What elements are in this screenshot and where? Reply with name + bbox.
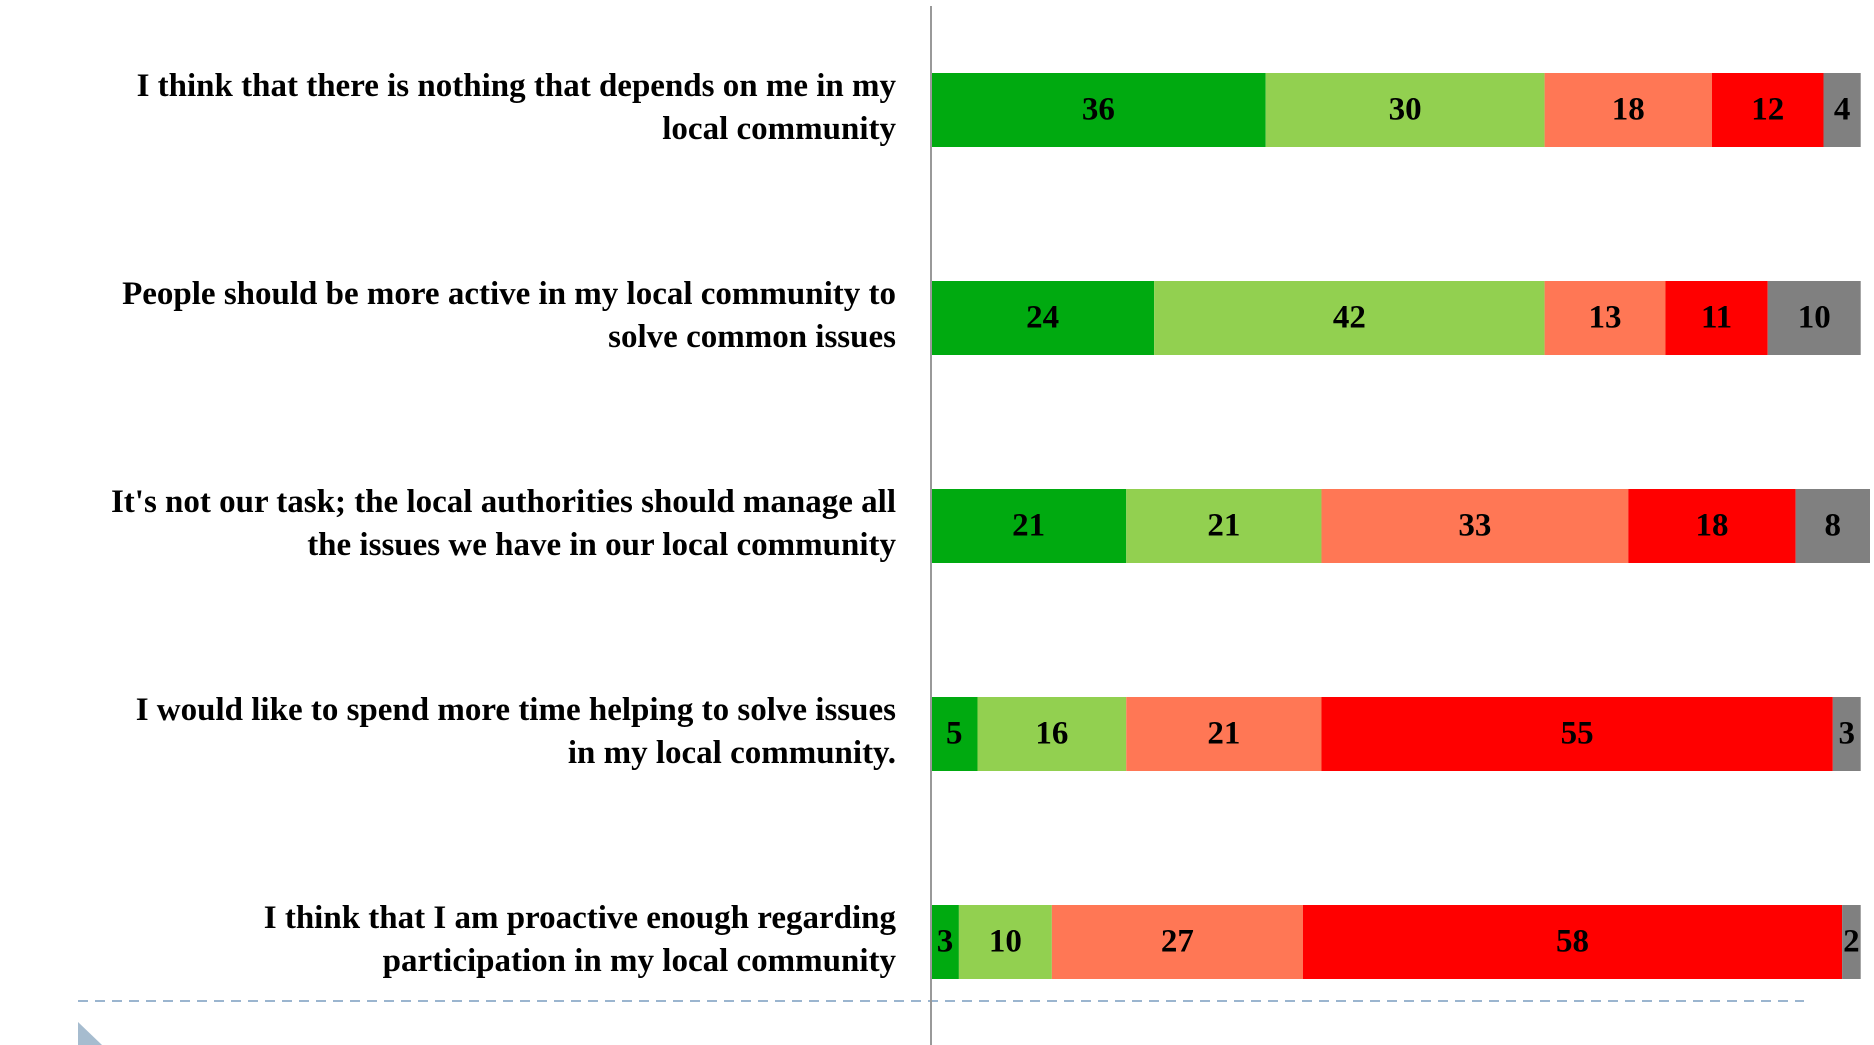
bar-segment — [931, 905, 959, 979]
value-label: 18 — [1695, 508, 1728, 544]
value-label: 30 — [1389, 92, 1422, 128]
value-label: 36 — [1082, 92, 1115, 128]
value-label: 13 — [1589, 300, 1622, 336]
bar-segment — [1051, 905, 1303, 979]
bar-segment — [1665, 281, 1768, 355]
bar-segment — [1832, 697, 1861, 771]
bar-segment — [1767, 281, 1861, 355]
value-label: 58 — [1556, 924, 1589, 960]
category-label: local community — [662, 111, 896, 147]
bar-segment — [1321, 697, 1833, 771]
bar-segment — [1302, 905, 1843, 979]
category-label: It's not our task; the local authorities… — [111, 484, 896, 520]
category-label: participation in my local community — [383, 943, 897, 979]
bar-segment — [931, 281, 1155, 355]
value-label: 12 — [1751, 92, 1784, 128]
plot: I think that there is nothing that depen… — [111, 68, 1870, 979]
value-label: 5 — [946, 716, 963, 752]
bar-segment — [1823, 73, 1861, 147]
category-label: I think that I am proactive enough regar… — [264, 900, 897, 936]
bar-segment — [931, 697, 978, 771]
bar-segment — [1544, 73, 1712, 147]
value-label: 11 — [1701, 300, 1732, 336]
value-label: 27 — [1161, 924, 1194, 960]
bar-segment — [1154, 281, 1545, 355]
value-label: 3 — [937, 924, 954, 960]
bar-segment — [931, 489, 1127, 563]
value-label: 10 — [989, 924, 1022, 960]
value-label: 21 — [1207, 508, 1240, 544]
bar-segment — [1544, 281, 1666, 355]
bar-segment — [958, 905, 1052, 979]
value-label: 16 — [1035, 716, 1068, 752]
value-label: 8 — [1825, 508, 1842, 544]
value-label: 10 — [1798, 300, 1831, 336]
category-label: I think that there is nothing that depen… — [137, 68, 897, 104]
value-label: 33 — [1458, 508, 1491, 544]
bar-segment — [1842, 905, 1861, 979]
category-label: People should be more active in my local… — [122, 276, 896, 312]
category-label: I would like to spend more time helping … — [136, 692, 896, 728]
bar-segment — [931, 73, 1266, 147]
value-label: 21 — [1207, 716, 1240, 752]
value-label: 21 — [1012, 508, 1045, 544]
category-label: in my local community. — [568, 735, 896, 771]
category-label: solve common issues — [608, 319, 896, 355]
bar-segment — [1711, 73, 1824, 147]
value-label: 24 — [1026, 300, 1059, 336]
bar-segment — [1321, 489, 1629, 563]
bar-segment — [977, 697, 1127, 771]
bar-segment — [1126, 489, 1322, 563]
value-label: 4 — [1834, 92, 1851, 128]
bar-segment — [1795, 489, 1870, 563]
value-label: 55 — [1561, 716, 1594, 752]
value-label: 3 — [1839, 716, 1856, 752]
slide-marker — [78, 1022, 102, 1045]
value-label: 18 — [1612, 92, 1645, 128]
bar-segment — [1126, 697, 1322, 771]
bar-segment — [1265, 73, 1545, 147]
bar-segment — [1628, 489, 1796, 563]
value-label: 2 — [1843, 924, 1860, 960]
category-label: the issues we have in our local communit… — [307, 527, 896, 563]
value-label: 42 — [1333, 300, 1366, 336]
